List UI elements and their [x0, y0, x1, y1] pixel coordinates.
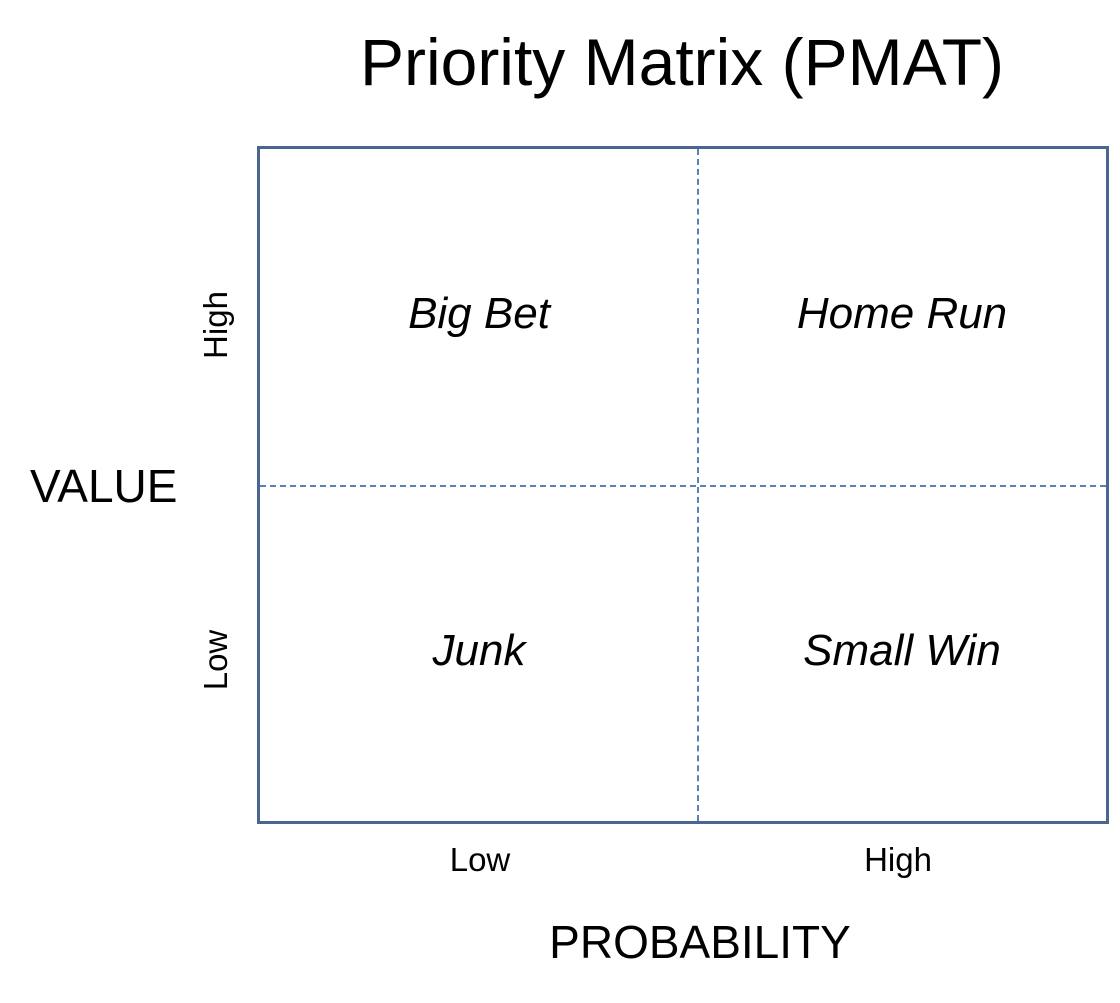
- x-axis-label: PROBABILITY: [549, 916, 851, 968]
- y-tick-low: Low: [197, 629, 234, 691]
- quadrant-small-win: Small Win: [803, 626, 1001, 675]
- y-tick-high: High: [197, 291, 234, 359]
- diagram-title: Priority Matrix (PMAT): [359, 25, 1005, 99]
- x-tick-low: Low: [449, 841, 511, 878]
- y-axis-label: VALUE: [30, 460, 178, 512]
- quadrant-junk: Junk: [432, 626, 526, 675]
- x-tick-high: High: [864, 841, 932, 878]
- quadrant-big-bet: Big Bet: [408, 289, 550, 338]
- quadrant-home-run: Home Run: [796, 289, 1008, 338]
- priority-matrix-grid: Big Bet Home Run Junk Small Win: [257, 146, 1109, 824]
- horizontal-divider: [260, 485, 1106, 487]
